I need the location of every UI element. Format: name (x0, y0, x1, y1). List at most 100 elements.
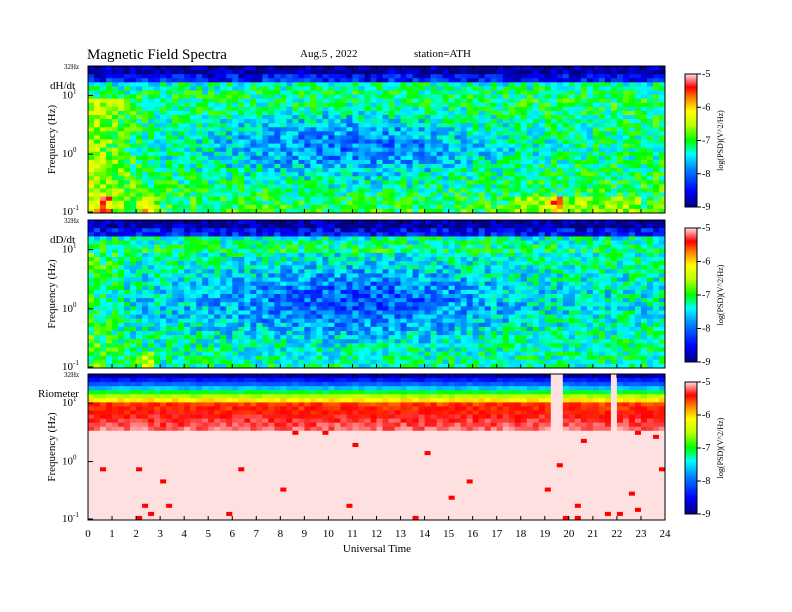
heatmap-cell (364, 164, 371, 169)
heatmap-cell (106, 94, 113, 100)
heatmap-cell (208, 78, 215, 83)
heatmap-cell (256, 172, 263, 177)
heatmap-cell (568, 228, 576, 233)
heatmap-cell (478, 220, 486, 225)
heatmap-cell (580, 277, 588, 283)
heatmap-cell (94, 82, 101, 87)
heatmap-cell (628, 200, 636, 206)
heatmap-cell (646, 232, 654, 237)
heatmap-cell (154, 269, 161, 274)
heatmap-cell (244, 98, 251, 104)
heatmap-cell (94, 106, 101, 112)
heatmap-cell (268, 232, 275, 237)
heatmap-cell (124, 248, 131, 254)
heatmap-cell (100, 159, 107, 165)
heatmap-cell (298, 204, 305, 210)
heatmap-cell (370, 127, 377, 132)
heatmap-cell (448, 66, 456, 71)
heatmap-cell (160, 94, 167, 100)
heatmap-cell (298, 240, 305, 246)
heatmap-cell (532, 232, 540, 237)
heatmap-cell (328, 265, 335, 270)
heatmap-cell (562, 115, 570, 120)
heatmap-cell (502, 196, 510, 202)
heatmap-cell (436, 273, 444, 278)
heatmap-cell (238, 220, 245, 225)
heatmap-cell (520, 236, 528, 241)
heatmap-cell (196, 115, 203, 120)
heatmap-cell (634, 74, 642, 79)
heatmap-cell (610, 240, 618, 246)
heatmap-cell (562, 220, 570, 225)
heatmap-cell (346, 236, 353, 241)
heatmap-cell (538, 86, 546, 91)
heatmap-cell (514, 208, 522, 214)
heatmap-cell (490, 66, 498, 71)
heatmap-cell (586, 70, 594, 75)
heatmap-cell (574, 70, 582, 75)
heatmap-cell (484, 70, 492, 75)
heatmap-cell (196, 184, 203, 189)
heatmap-cell (652, 147, 660, 153)
heatmap-cell (406, 74, 413, 79)
heatmap-cell (166, 220, 173, 225)
heatmap-cell (256, 90, 263, 95)
heatmap-cell (634, 188, 642, 193)
heatmap-cell (646, 168, 654, 173)
heatmap-cell (292, 188, 299, 193)
heatmap-cell (394, 232, 401, 237)
heatmap-cell (172, 66, 179, 71)
heatmap-cell (622, 192, 630, 198)
heatmap-cell (394, 184, 401, 189)
heatmap-cell (304, 196, 311, 202)
heatmap-cell (448, 265, 456, 270)
heatmap-cell (124, 127, 131, 132)
heatmap-cell (574, 74, 582, 79)
heatmap-cell (472, 159, 480, 165)
heatmap-cell (442, 188, 450, 193)
heatmap-cell (154, 257, 161, 262)
heatmap-cell (286, 106, 293, 112)
heatmap-cell (316, 110, 323, 116)
heatmap-cell (298, 70, 305, 75)
heatmap-cell (526, 159, 534, 165)
heatmap-cell (202, 277, 209, 283)
heatmap-cell (616, 176, 624, 181)
heatmap-cell (586, 228, 594, 233)
heatmap-cell (262, 220, 269, 225)
heatmap-cell (88, 90, 95, 95)
heatmap-cell (508, 192, 516, 198)
heatmap-cell (130, 82, 137, 87)
heatmap-cell (484, 102, 492, 108)
heatmap-cell (604, 180, 612, 185)
heatmap-cell (508, 143, 516, 149)
heatmap-cell (412, 176, 419, 181)
heatmap-cell (370, 168, 377, 173)
heatmap-cell (394, 257, 401, 262)
heatmap-cell (280, 269, 287, 274)
heatmap-cell (568, 123, 576, 128)
heatmap-cell (328, 151, 335, 157)
heatmap-cell (238, 139, 245, 144)
heatmap-cell (256, 143, 263, 149)
heatmap-cell (646, 66, 654, 71)
heatmap-cell (358, 244, 365, 250)
heatmap-cell (274, 135, 281, 140)
heatmap-cell (88, 248, 95, 254)
heatmap-cell (340, 159, 347, 165)
heatmap-cell (574, 135, 582, 140)
heatmap-cell (514, 66, 522, 71)
heatmap-cell (484, 248, 492, 254)
heatmap-cell (184, 196, 191, 202)
heatmap-cell (142, 86, 149, 91)
heatmap-cell (406, 184, 413, 189)
heatmap-cell (148, 78, 155, 83)
heatmap-cell (190, 123, 197, 128)
heatmap-cell (250, 94, 257, 100)
heatmap-cell (298, 244, 305, 250)
heatmap-cell (556, 164, 564, 169)
heatmap-cell (544, 269, 552, 274)
heatmap-cell (562, 139, 570, 144)
heatmap-cell (106, 224, 113, 229)
heatmap-cell (178, 139, 185, 144)
